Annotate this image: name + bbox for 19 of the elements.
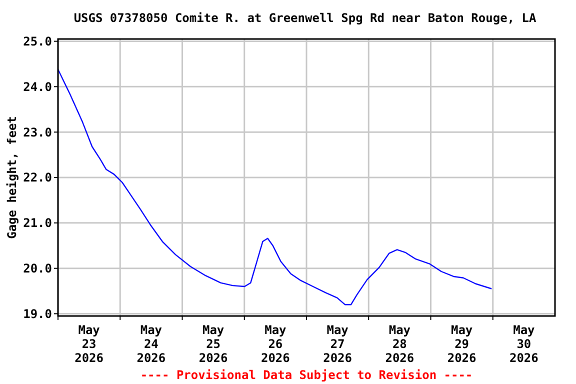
y-tick-label: 21.0: [23, 216, 52, 230]
text: ---- Provisional Data Subject to Revision ----: [140, 368, 473, 382]
x-tick-label: May 25 2026: [198, 323, 228, 365]
y-tick-label: 25.0: [23, 34, 52, 48]
y-axis-title: Gage height, feet: [5, 116, 19, 239]
x-tick-label: May 24 2026: [136, 323, 166, 365]
chart-title: USGS 07378050 Comite R. at Greenwell Spg Rd near Baton Rouge, LA: [74, 11, 537, 25]
line-series: [57, 68, 492, 306]
y-tick-label: 22.0: [23, 170, 52, 185]
x-tick-label: May 28 2026: [385, 323, 414, 365]
y-tick-label: 24.0: [23, 80, 52, 94]
y-tick-label: 23.0: [23, 125, 52, 140]
y-tick-label: 20.0: [23, 262, 52, 276]
x-tick-label: May 30 2026: [509, 323, 538, 365]
x-tick-label: May 23 2026: [74, 323, 104, 365]
x-tick-label: May 27 2026: [323, 323, 352, 365]
x-tick-label: May 26 2026: [260, 323, 290, 365]
y-tick-label: 19.0: [23, 306, 52, 321]
x-tick-label: May 29 2026: [447, 323, 476, 365]
